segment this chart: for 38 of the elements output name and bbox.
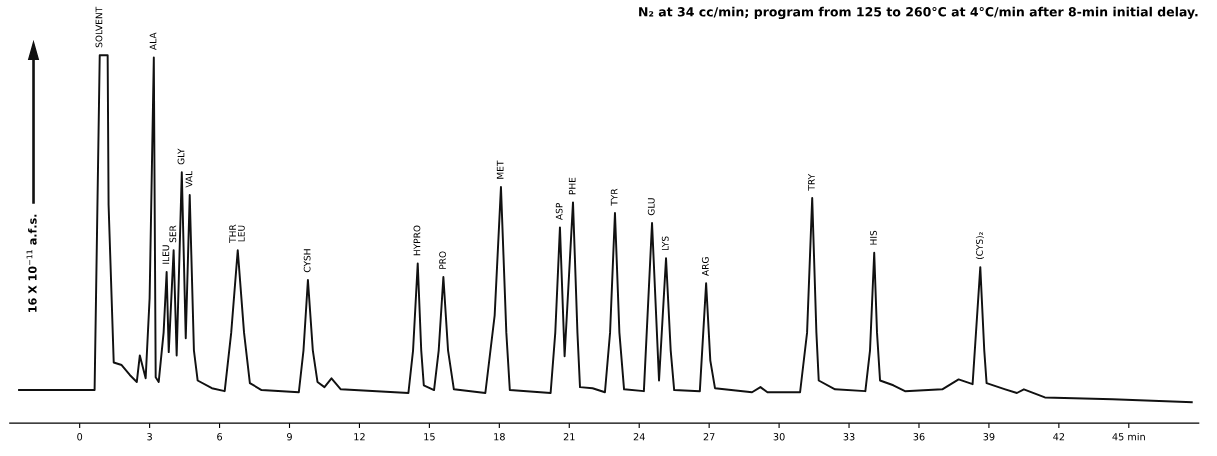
y-axis-title: 16 X 10$^{−11}$ a.f.s.: [26, 214, 37, 312]
annotation: GLU: [647, 198, 655, 216]
annotation: LYS: [661, 236, 669, 251]
x-tick-label: 18: [494, 433, 505, 441]
x-tick-label: 21: [563, 433, 575, 441]
annotation: TRY: [808, 173, 815, 191]
x-tick-label: 36: [913, 433, 925, 441]
annotation: TYR: [610, 188, 618, 206]
x-tick-label: 24: [633, 433, 645, 441]
x-tick-label: 3: [147, 433, 152, 441]
x-tick-label: 45 min: [1112, 432, 1145, 441]
annotation: SOLVENT: [95, 6, 103, 48]
annotation: MET: [496, 160, 504, 179]
annotation: ASP: [555, 203, 563, 220]
x-tick-label: 27: [703, 433, 715, 441]
annotation: HYPRO: [413, 225, 421, 256]
x-tick-label: 30: [773, 433, 785, 441]
annotation: (CYS)₂: [975, 232, 984, 260]
annotation: VAL: [185, 170, 193, 188]
x-tick-label: 12: [354, 433, 365, 441]
x-tick-label: 15: [424, 433, 435, 441]
annotation: PHE: [568, 177, 576, 195]
annotation: SER: [169, 225, 177, 243]
x-tick-label: 39: [983, 433, 995, 441]
x-tick-label: 9: [287, 433, 292, 441]
annotation: ALA: [149, 32, 157, 50]
annotation: CYSH: [303, 249, 311, 273]
text: N₂ at 34 cc/min; program from 125 to 260°C at 4°C/min after 8-min initial delay.: [639, 6, 1198, 20]
x-tick-label: 6: [217, 433, 223, 441]
annotation: ARG: [701, 257, 709, 276]
annotation: PRO: [439, 251, 446, 269]
x-tick-label: 42: [1053, 433, 1065, 441]
annotation: HIS: [870, 230, 877, 245]
annotation: ILEU: [162, 245, 170, 264]
x-tick-label: 33: [843, 433, 855, 441]
x-tick-label: 0: [77, 433, 83, 441]
annotation: GLY: [177, 148, 185, 165]
annotation: THR LEU: [229, 224, 245, 243]
